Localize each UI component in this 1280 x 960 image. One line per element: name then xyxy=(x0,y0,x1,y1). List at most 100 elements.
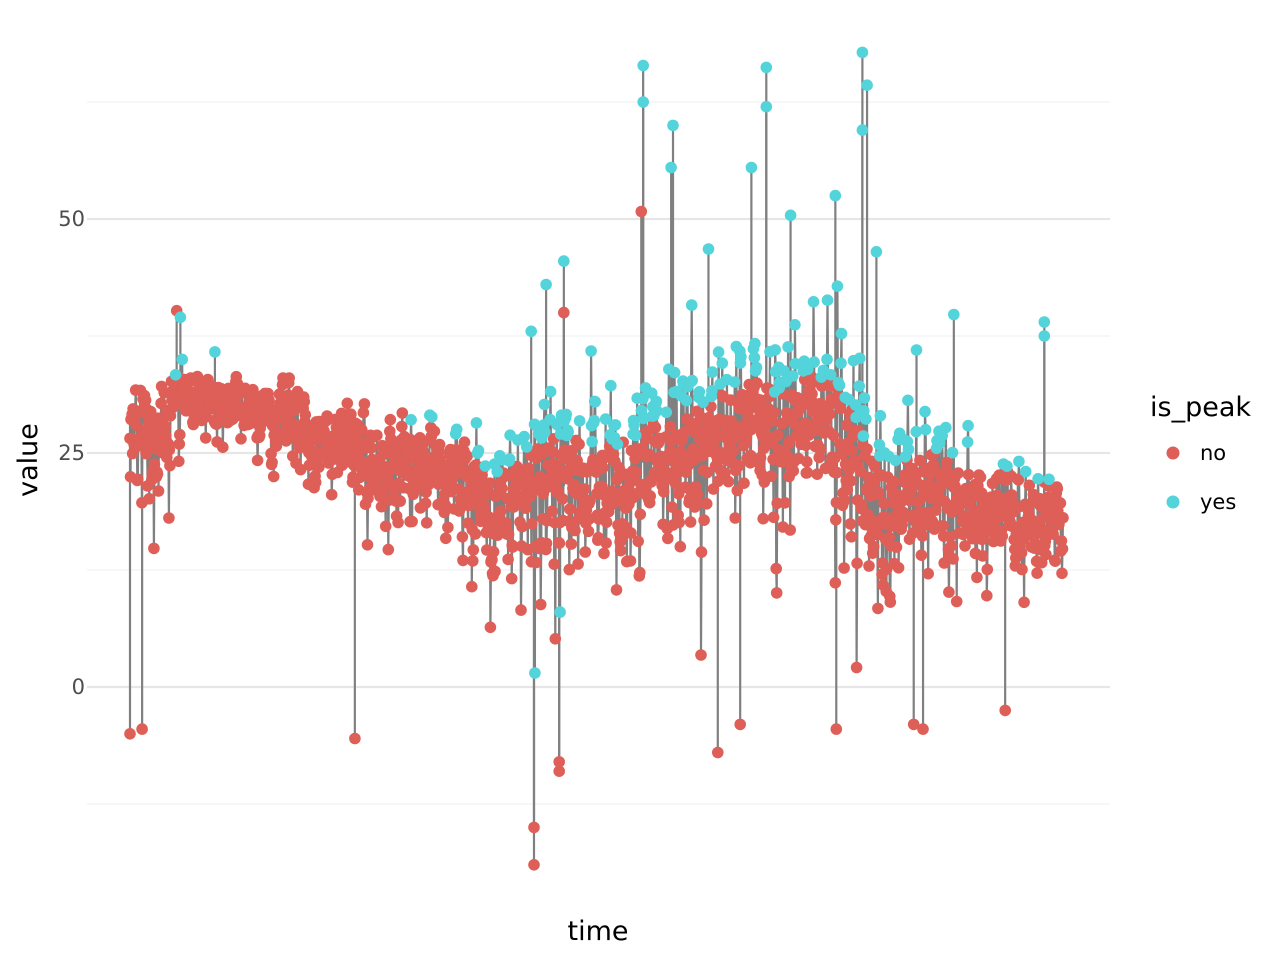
point-no xyxy=(489,565,501,578)
point-yes xyxy=(919,405,931,418)
point-no xyxy=(394,495,407,507)
spike-point-yes xyxy=(209,346,221,358)
spike-point-yes xyxy=(637,59,649,72)
point-no xyxy=(516,520,528,533)
point-no xyxy=(365,442,378,454)
point-no xyxy=(834,402,847,415)
point-no xyxy=(547,446,559,459)
point-no xyxy=(831,466,843,479)
spike-point-no xyxy=(349,732,361,745)
spike-point-yes xyxy=(948,308,960,321)
point-no xyxy=(345,408,357,421)
spike-point-yes xyxy=(529,667,541,679)
point-no xyxy=(892,562,905,574)
spike-point-no xyxy=(124,728,136,740)
point-no xyxy=(827,429,840,442)
point-yes xyxy=(668,366,681,379)
point-no xyxy=(1054,497,1067,509)
point-no xyxy=(159,420,172,433)
point-no xyxy=(784,524,796,536)
point-yes xyxy=(821,294,834,307)
spike-point-yes xyxy=(176,353,188,366)
point-no xyxy=(770,587,783,599)
point-no xyxy=(850,661,863,674)
point-no xyxy=(607,498,619,510)
point-no xyxy=(846,444,858,457)
point-no xyxy=(392,516,404,529)
point-yes xyxy=(405,414,417,426)
point-no xyxy=(1047,528,1059,540)
spike-point-no xyxy=(999,704,1011,717)
point-no xyxy=(530,556,542,569)
point-no xyxy=(597,461,609,474)
point-no xyxy=(944,531,956,543)
spike-point-no xyxy=(553,765,565,777)
point-no xyxy=(469,528,482,540)
point-no xyxy=(500,517,513,529)
point-yes xyxy=(1001,460,1013,473)
point-no xyxy=(738,477,750,490)
point-no xyxy=(845,475,857,487)
point-no xyxy=(701,466,713,479)
spike-point-no xyxy=(635,205,648,218)
point-yes xyxy=(728,376,741,388)
point-no xyxy=(406,515,418,528)
point-no xyxy=(309,476,322,489)
point-no xyxy=(669,477,682,490)
point-no xyxy=(862,508,874,521)
point-no xyxy=(727,445,739,458)
point-no xyxy=(548,558,560,570)
spike-point-yes xyxy=(1038,316,1051,328)
point-no xyxy=(625,527,637,539)
point-no xyxy=(144,405,157,418)
point-no xyxy=(765,470,777,483)
point-no xyxy=(722,475,735,488)
point-no xyxy=(695,649,707,661)
point-yes xyxy=(651,405,663,417)
point-yes xyxy=(833,379,846,392)
point-yes xyxy=(824,369,837,381)
point-no xyxy=(267,470,280,483)
point-no xyxy=(1015,547,1028,559)
point-no xyxy=(666,501,678,513)
point-no xyxy=(867,540,880,553)
point-yes xyxy=(529,419,541,431)
legend-key-yes xyxy=(1166,495,1180,509)
point-no xyxy=(235,433,247,445)
point-yes xyxy=(693,386,706,398)
spike-point-no xyxy=(136,723,148,735)
point-no xyxy=(751,377,763,390)
point-yes xyxy=(807,296,820,308)
point-no xyxy=(770,562,782,575)
point-no xyxy=(801,466,814,479)
point-yes xyxy=(599,413,612,425)
point-no xyxy=(505,572,518,585)
point-no xyxy=(382,543,395,556)
point-no xyxy=(299,409,312,421)
point-yes xyxy=(808,356,820,368)
point-yes xyxy=(831,280,844,293)
point-no xyxy=(428,425,441,438)
point-no xyxy=(700,498,713,510)
point-no xyxy=(888,476,900,488)
point-no xyxy=(1051,482,1064,495)
point-no xyxy=(945,539,958,552)
spike-point-yes xyxy=(525,325,537,338)
point-no xyxy=(598,547,610,560)
line-layer xyxy=(128,52,1065,865)
point-no xyxy=(358,398,371,410)
point-yes xyxy=(680,394,693,407)
point-no xyxy=(467,555,479,567)
point-no xyxy=(664,420,677,433)
point-no xyxy=(813,451,825,464)
point-no xyxy=(873,489,885,501)
point-no xyxy=(841,483,854,496)
legend: is_peak no yes xyxy=(1150,392,1251,514)
point-yes xyxy=(778,365,790,377)
point-no xyxy=(534,598,547,611)
point-no xyxy=(959,540,971,552)
point-no xyxy=(563,563,576,576)
point-no xyxy=(962,468,975,481)
point-no xyxy=(579,546,592,558)
